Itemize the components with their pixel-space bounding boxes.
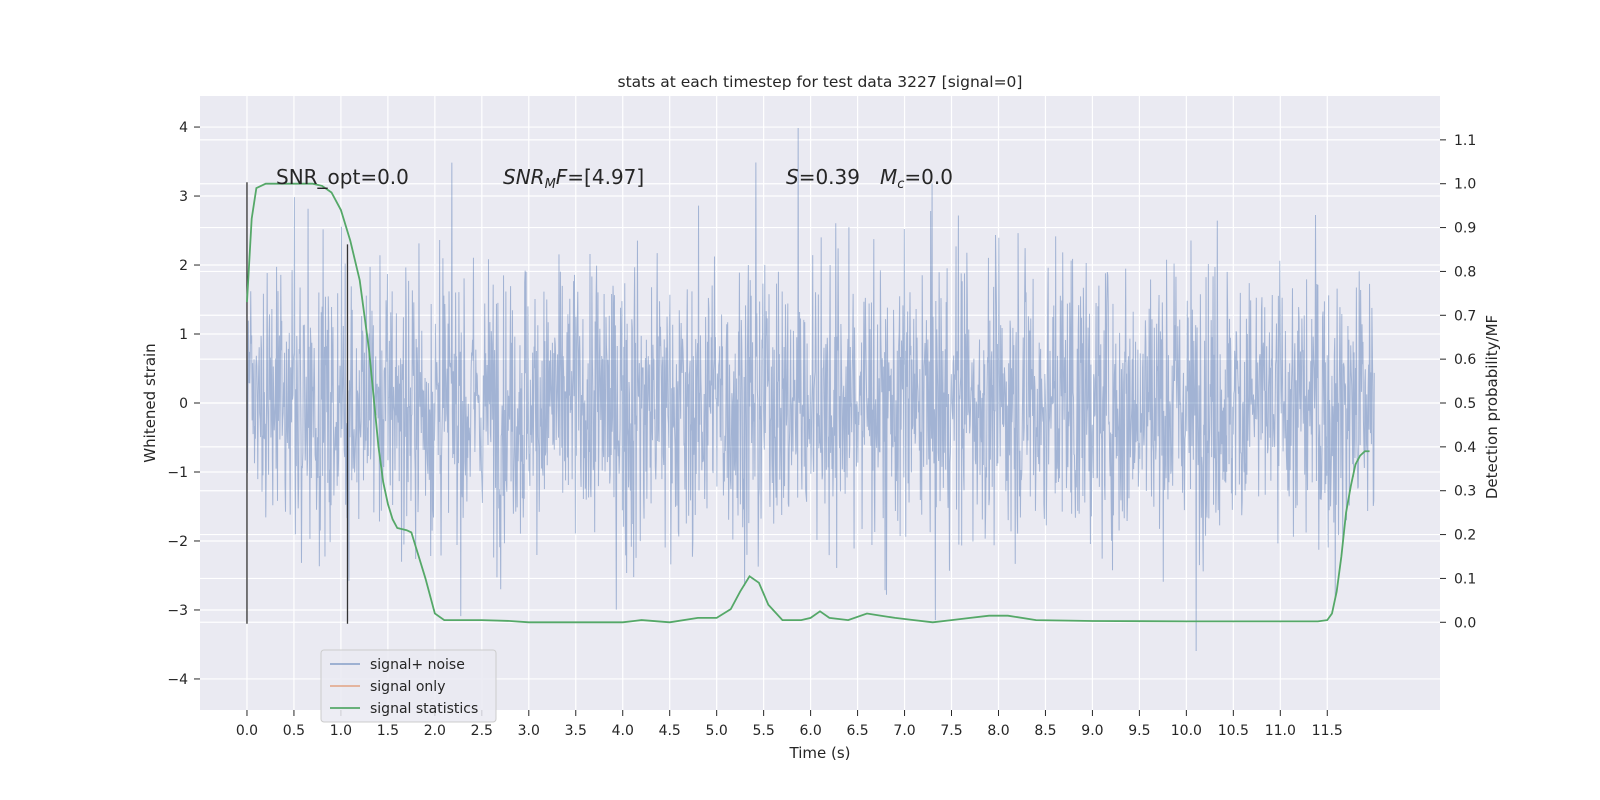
x-tick-label-5.5: 5.5: [753, 723, 775, 739]
x-tick-label-3.0: 3.0: [518, 723, 540, 739]
x-tick-label-9.5: 9.5: [1128, 723, 1150, 739]
x-tick-label-7.5: 7.5: [940, 723, 962, 739]
annotation-snr-opt: SNR_opt=0.0: [276, 165, 409, 189]
yl-tick-label--2: −2: [167, 534, 188, 550]
yr-tick-label-0.7: 0.7: [1454, 308, 1476, 324]
series-signal-noise-line: [246, 127, 1375, 651]
mc-base: M: [880, 165, 897, 189]
x-tick-label-4.5: 4.5: [659, 723, 681, 739]
x-tick-label-8.5: 8.5: [1034, 723, 1056, 739]
yl-tick-label-0: 0: [179, 396, 188, 412]
left-y-axis-ticks: −4 −3 −2 −1 0 1 2 3 4: [167, 120, 200, 688]
x-tick-label-6.0: 6.0: [799, 723, 821, 739]
yl-tick-label-3: 3: [179, 189, 188, 205]
x-tick-label-3.5: 3.5: [565, 723, 587, 739]
yr-tick-label-1.1: 1.1: [1454, 133, 1476, 149]
yl-tick-label-2: 2: [179, 258, 188, 274]
vertical-lines: [246, 182, 349, 624]
right-y-axis-ticks: 0.0 0.1 0.2 0.3 0.4 0.5 0.6 0.7 0.8 0.9 1.0 1.1: [1440, 133, 1476, 631]
x-tick-label-7.0: 7.0: [893, 723, 915, 739]
yr-tick-label-0.5: 0.5: [1454, 396, 1476, 412]
legend: signal+ noise signal only signal statist…: [320, 649, 497, 723]
noise-series: [246, 127, 1375, 651]
snr-mf-base: SNR: [503, 165, 545, 189]
yr-tick-label-0.0: 0.0: [1454, 615, 1476, 631]
x-tick-label-5.0: 5.0: [706, 723, 728, 739]
series-signal-statistics-line: [246, 182, 1370, 624]
yr-tick-label-0.3: 0.3: [1454, 484, 1476, 500]
yl-tick-label--1: −1: [167, 465, 188, 481]
right-y-axis-label: Detection probability/MF: [1483, 315, 1501, 499]
x-tick-label-1.5: 1.5: [377, 723, 399, 739]
legend-label-signal-only: signal only: [370, 679, 445, 695]
snr-mf-sub: M: [545, 177, 556, 192]
yr-tick-label-0.9: 0.9: [1454, 221, 1476, 237]
yr-tick-label-0.6: 0.6: [1454, 352, 1476, 368]
yr-tick-label-0.1: 0.1: [1454, 571, 1476, 587]
x-tick-label-10.0: 10.0: [1171, 723, 1202, 739]
x-axis-label: Time (s): [789, 744, 851, 762]
x-tick-label-0.0: 0.0: [236, 723, 258, 739]
left-y-axis-label: Whitened strain: [141, 343, 159, 462]
legend-label-signal-statistics: signal statistics: [370, 701, 478, 717]
yl-tick-label--4: −4: [167, 672, 188, 688]
annotation-snr-mf: SNRMF=[4.97]: [503, 165, 644, 192]
grid-lines: [200, 96, 1440, 710]
x-tick-label-4.0: 4.0: [612, 723, 634, 739]
x-tick-label-11.5: 11.5: [1312, 723, 1343, 739]
annotation-s: S=0.39: [786, 165, 860, 189]
snr-mf-tail-f: F: [556, 165, 568, 189]
yr-tick-label-0.8: 0.8: [1454, 264, 1476, 280]
s-label: S: [786, 165, 799, 189]
x-tick-label-2.0: 2.0: [424, 723, 446, 739]
x-tick-label-8.0: 8.0: [987, 723, 1009, 739]
x-tick-label-1.0: 1.0: [330, 723, 352, 739]
chart-title: stats at each timestep for test data 322…: [618, 73, 1023, 91]
snr-mf-tail: =[4.97]: [567, 165, 644, 189]
mc-value: =0.0: [904, 165, 953, 189]
x-tick-label-0.5: 0.5: [283, 723, 305, 739]
x-tick-label-6.5: 6.5: [846, 723, 868, 739]
x-tick-label-9.0: 9.0: [1081, 723, 1103, 739]
x-axis-ticks: 0.0 0.5 1.0 1.5 2.0 2.5 3.0 3.5 4.0 4.5 5.0 5.5 6.0 6…: [236, 710, 1343, 739]
yl-tick-label-1: 1: [179, 327, 188, 343]
yr-tick-label-1.0: 1.0: [1454, 177, 1476, 193]
legend-box: [320, 649, 497, 723]
x-tick-label-11.0: 11.0: [1265, 723, 1296, 739]
legend-label-signal-noise: signal+ noise: [370, 657, 465, 673]
x-tick-label-10.5: 10.5: [1218, 723, 1249, 739]
mc-sub: c: [897, 177, 904, 192]
yl-tick-label-4: 4: [179, 120, 188, 136]
yr-tick-label-0.2: 0.2: [1454, 528, 1476, 544]
annotation-mc: Mc=0.0: [880, 165, 953, 192]
s-value: =0.39: [799, 165, 860, 189]
yr-tick-label-0.4: 0.4: [1454, 440, 1476, 456]
yl-tick-label--3: −3: [167, 603, 188, 619]
x-tick-label-2.5: 2.5: [471, 723, 493, 739]
